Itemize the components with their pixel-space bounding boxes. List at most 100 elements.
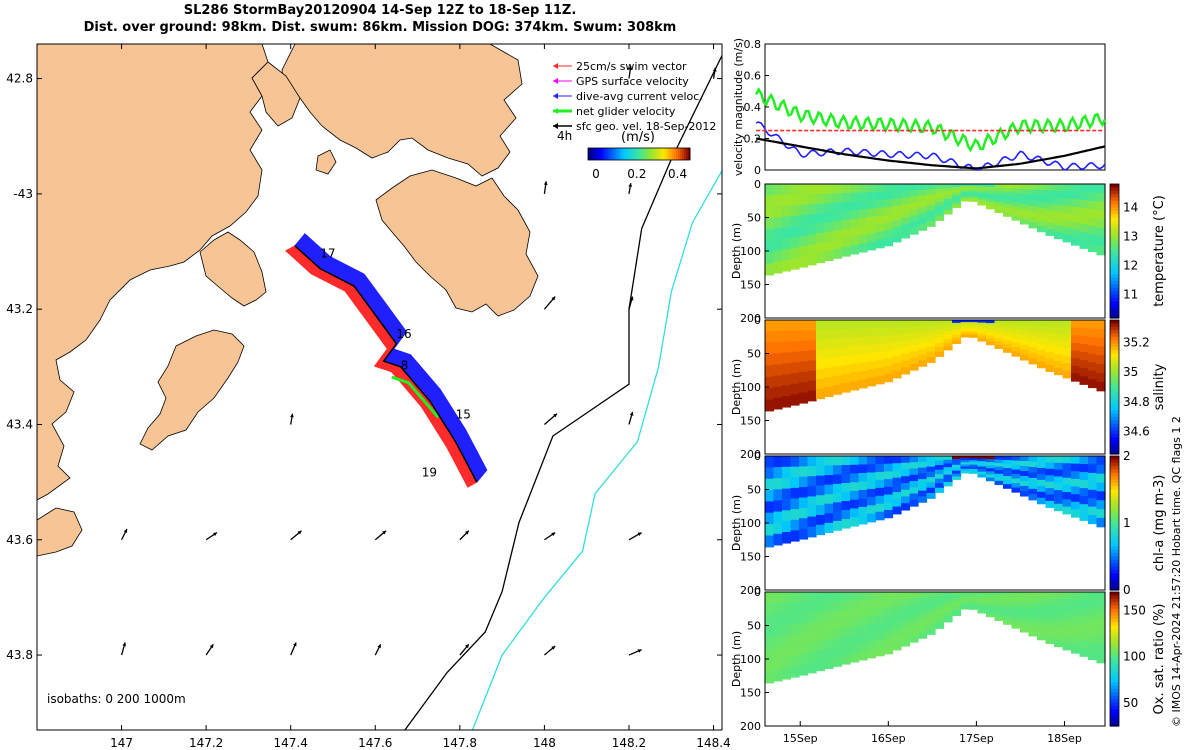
section-colorbar-swatch <box>1110 516 1119 521</box>
section-colorbar-swatch <box>1110 563 1119 568</box>
section-cell <box>1079 488 1089 497</box>
section-cell <box>858 506 868 516</box>
velocity-ylabel: velocity magnitude (m/s) <box>732 38 745 176</box>
section-colorbar-frame <box>1109 591 1120 727</box>
section-cell <box>994 599 1004 604</box>
section-cell <box>833 474 843 485</box>
section-cell <box>1071 607 1081 616</box>
section-cell <box>773 614 783 626</box>
section-cell <box>994 459 1004 464</box>
section-colorbar-swatch <box>1110 543 1119 548</box>
section-cell <box>943 331 953 336</box>
section-cell <box>960 462 970 466</box>
section-colorbar-swatch <box>1110 214 1119 219</box>
section-cell <box>1028 619 1038 626</box>
section-cell <box>1079 360 1089 369</box>
section-colorbar-swatch <box>1110 244 1119 249</box>
section-cell <box>816 233 826 244</box>
current-vector-arrow <box>290 530 302 541</box>
colorbar-swatch <box>652 148 655 160</box>
section-cell <box>1054 354 1064 362</box>
section-cell <box>773 261 783 274</box>
section-cell <box>1071 630 1081 639</box>
section-cell <box>1037 189 1047 197</box>
section-cell <box>969 324 979 328</box>
section-cell <box>1071 645 1081 654</box>
section-cell <box>1028 483 1038 490</box>
section-cell <box>867 472 877 482</box>
section-cell <box>901 353 911 362</box>
section-cell <box>875 359 885 369</box>
section-cell <box>884 592 894 601</box>
section-cell <box>1011 342 1021 348</box>
section-cell <box>875 327 885 337</box>
colorbar-swatch <box>624 148 627 160</box>
section-cell <box>943 474 953 479</box>
section-cell <box>773 375 783 388</box>
section-colorbar-tick-label: 34.6 <box>1123 425 1150 439</box>
section-cell <box>884 191 894 201</box>
section-cell <box>841 465 851 475</box>
section-cell <box>1020 320 1030 326</box>
section-cell <box>867 241 877 251</box>
section-cell <box>765 456 775 468</box>
current-vector-arrow <box>543 413 558 425</box>
section-colorbar-swatch <box>1110 380 1119 385</box>
section-cell <box>841 501 851 511</box>
section-cell <box>892 642 902 651</box>
section-cell <box>1096 355 1106 365</box>
section-cell <box>918 195 928 202</box>
section-cell <box>935 197 945 203</box>
section-cell <box>807 224 817 236</box>
section-colorbar-swatch <box>1110 376 1119 381</box>
section-cell <box>824 241 834 252</box>
section-cell <box>816 631 826 642</box>
section-colorbar-tick-label: 100 <box>1123 650 1146 664</box>
section-cell <box>1079 624 1089 633</box>
section-cell <box>1028 597 1038 604</box>
section-colorbar-swatch <box>1110 566 1119 571</box>
section-cell <box>1003 612 1013 617</box>
section-cell <box>765 660 775 673</box>
section-cell <box>824 320 834 331</box>
section-cell <box>1011 478 1021 484</box>
section-cell <box>901 333 911 341</box>
section-cell <box>943 456 953 461</box>
section-cell <box>1062 220 1072 228</box>
section-cell <box>977 327 987 332</box>
section-cell <box>1096 210 1106 220</box>
section-cell <box>1096 464 1106 475</box>
section-cell <box>1088 328 1098 338</box>
section-cell <box>782 635 792 647</box>
section-cell <box>952 597 962 602</box>
section-cell <box>790 519 800 531</box>
section-cell <box>1088 489 1098 499</box>
section-colorbar-swatch <box>1110 675 1119 680</box>
colorbar-swatch <box>668 148 671 160</box>
section-cell <box>1028 494 1038 501</box>
section-cell <box>1020 606 1030 613</box>
current-vector-arrow <box>120 642 126 656</box>
day-label: 17 <box>320 246 335 260</box>
section-cell <box>994 330 1004 335</box>
section-cell <box>994 323 1004 328</box>
map-y-tick-label: 43.8 <box>6 648 33 662</box>
section-cell <box>841 592 851 602</box>
section-cell <box>909 617 919 624</box>
section-cell <box>994 344 1004 349</box>
section-y-tick-label: 200 <box>740 584 761 597</box>
section-cell <box>935 333 945 339</box>
section-cell <box>892 592 902 600</box>
section-cell <box>833 193 843 204</box>
section-cell <box>918 207 928 214</box>
section-cell <box>892 348 902 357</box>
section-colorbar-swatch <box>1110 618 1119 623</box>
section-cell <box>816 193 826 205</box>
section-cell <box>1088 600 1098 610</box>
section-cell <box>977 199 987 203</box>
current-vector-arrow <box>628 182 633 194</box>
section-cell <box>807 390 817 402</box>
derwent-west-bank-land <box>251 61 301 127</box>
